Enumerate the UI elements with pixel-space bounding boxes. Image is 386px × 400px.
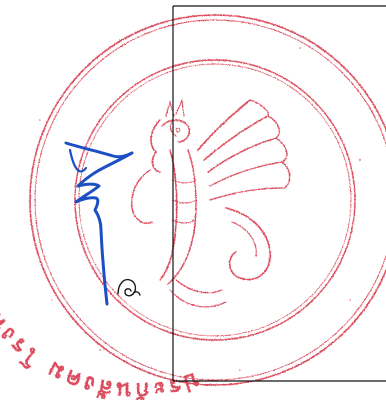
- garuda-emblem: [131, 98, 291, 308]
- handwritten-signature: [64, 141, 134, 306]
- official-seal-stamp: ประกันสังคม โรงพยาบาล: [0, 14, 386, 400]
- seal-inner-ring: [74, 59, 356, 341]
- seal-speckle: [39, 39, 361, 371]
- form-box-border: [172, 5, 386, 382]
- handwritten-initial-mark: [117, 278, 141, 297]
- seal-outer-ring: [29, 14, 386, 386]
